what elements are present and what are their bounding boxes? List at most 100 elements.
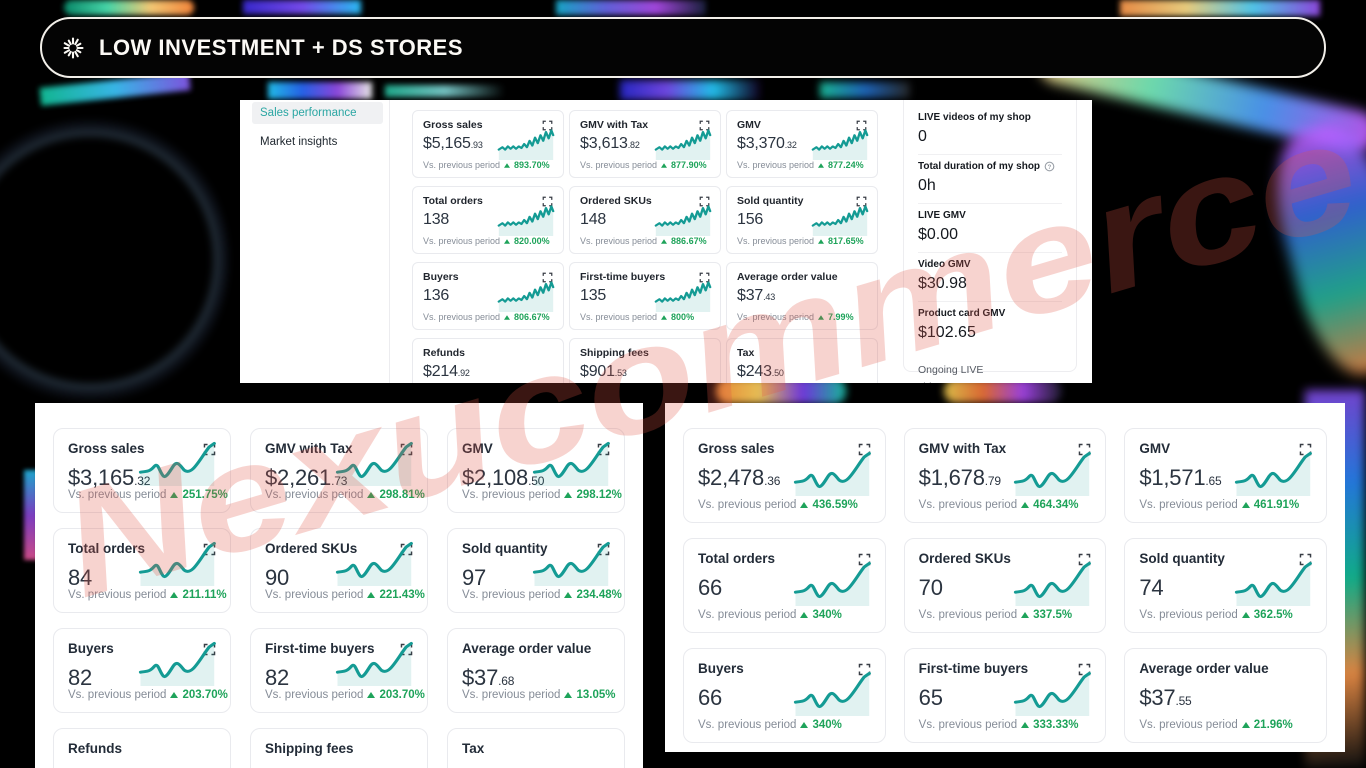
sparkline-chart [335,441,413,486]
metric-value: 135 [580,287,607,304]
metric-value: $1,678.79 [918,465,1001,490]
metric-title: Buyers [68,641,114,656]
expand-icon[interactable] [1078,443,1091,456]
expand-icon[interactable] [699,120,710,131]
expand-icon[interactable] [1078,553,1091,566]
metric-value: $5,165.93 [423,135,483,152]
compare-label: Vs. previous period [698,609,797,621]
delta-value: 806.67% [514,312,550,322]
top-metrics-grid: Gross sales $5,165.93 Vs. previous period 8… [412,110,878,383]
metric-card-ordered-skus: Ordered SKUs 90 Vs. previous period 221.43% [250,528,428,613]
delta-up-triangle-icon [1241,722,1250,728]
metric-card-refunds: Refunds $214.92 [412,338,564,383]
metric-card-gross-sales: Gross sales $5,165.93 Vs. previous period 8… [412,110,564,178]
sparkline-chart [1014,561,1092,606]
delta-up-triangle-icon [1241,612,1250,618]
metric-value: $2,108.50 [462,465,544,490]
delta-up-triangle-icon [170,492,179,498]
metric-title: Gross sales [698,441,775,456]
sidebar-item-market-insights[interactable]: Market insights [260,136,338,148]
delta-up-triangle-icon [800,612,809,618]
metric-title: Average order value [462,641,592,656]
metric-value: $1,571.65 [1139,465,1222,490]
delta-up-triangle-icon [504,238,511,244]
metric-title: Total orders [68,541,146,556]
metric-value: 148 [580,211,607,228]
help-circle-icon: ? [1044,161,1055,172]
delta-value: 464.34% [1033,499,1079,511]
compare-label: Vs. previous period [737,312,815,322]
metric-card-ordered-skus: Ordered SKUs 70 Vs. previous period 337.5% [903,538,1107,633]
header-banner: LOW INVESTMENT + DS STORES [40,17,1326,78]
live-stats-footer: Ongoing LIVE videos [918,364,984,383]
expand-icon[interactable] [1078,663,1091,676]
metric-title: Shipping fees [265,741,354,756]
live-stat-value: 0h [918,177,936,194]
delta-up-triangle-icon [367,692,376,698]
sparkline-chart [335,641,413,686]
delta-up-triangle-icon [504,314,511,320]
expand-icon[interactable] [858,553,871,566]
metric-card-buyers: Buyers 136 Vs. previous period 806.67% [412,262,564,330]
decor-mid-gap-teal [820,82,910,98]
sidebar-item-sales-performance[interactable]: Sales performance [252,102,383,124]
delta-up-triangle-icon [818,162,825,168]
expand-icon[interactable] [542,120,553,131]
sparkline-chart [793,451,871,496]
delta-value: 877.90% [671,160,707,170]
delta-up-triangle-icon [818,238,825,244]
delta-value: 221.43% [379,589,425,601]
decor-top-right-bar [1120,0,1320,16]
delta-up-triangle-icon [800,502,809,508]
expand-icon[interactable] [856,120,867,131]
sparkline-chart [532,441,610,486]
sparkline-chart [811,129,869,160]
metric-card-sold-quantity: Sold quantity 74 Vs. previous period 362.5% [1124,538,1327,633]
sparkline-chart [654,129,712,160]
expand-icon[interactable] [856,196,867,207]
metric-card-sold-quantity: Sold quantity 156 Vs. previous period 817.6… [726,186,878,254]
compare-label: Vs. previous period [1139,609,1238,621]
expand-icon[interactable] [699,272,710,283]
expand-icon[interactable] [699,196,710,207]
delta-value: 877.24% [828,160,864,170]
metric-title: Gross sales [423,119,483,131]
delta-value: 298.12% [576,489,622,501]
metric-card-gmv-with-tax: GMV with Tax $3,613.82 Vs. previous period… [569,110,721,178]
decor-top-mid-bar [556,0,706,15]
sparkline-chart [1234,451,1312,496]
compare-label: Vs. previous period [580,236,658,246]
metric-value: 82 [265,665,290,690]
metric-card-tax: Tax [447,728,625,768]
expand-icon[interactable] [542,272,553,283]
decor-faint-bubble [0,110,230,410]
metric-title: First-time buyers [580,271,666,283]
delta-value: 298.81% [379,489,425,501]
metric-value: $2,478.36 [698,465,781,490]
metric-card-gmv-with-tax: GMV with Tax $1,678.79 Vs. previous period… [903,428,1107,523]
metric-value: $3,370.32 [737,135,797,152]
metric-card-first-time-buyers: First-time buyers 135 Vs. previous period 8… [569,262,721,330]
expand-icon[interactable] [858,443,871,456]
sparkline-chart [1014,671,1092,716]
metric-title: Sold quantity [737,195,804,207]
metric-title: Average order value [737,271,838,283]
metric-title: GMV with Tax [580,119,649,131]
sparkline-chart [497,205,555,236]
metric-value: 90 [265,565,290,590]
metric-value: $3,613.82 [580,135,640,152]
delta-value: 21.96% [1253,719,1293,731]
metric-card-first-time-buyers: First-time buyers 65 Vs. previous period 33… [903,648,1107,743]
delta-up-triangle-icon [800,722,809,728]
compare-label: Vs. previous period [423,236,501,246]
live-stat-label: Total duration of my shop [918,161,1041,172]
compare-label: Vs. previous period [462,589,561,601]
delta-value: 340% [812,719,842,731]
delta-up-triangle-icon [564,492,573,498]
expand-icon[interactable] [858,663,871,676]
metric-value: $901.53 [580,363,627,380]
delta-up-triangle-icon [1021,612,1030,618]
expand-icon[interactable] [542,196,553,207]
delta-value: 893.70% [514,160,550,170]
